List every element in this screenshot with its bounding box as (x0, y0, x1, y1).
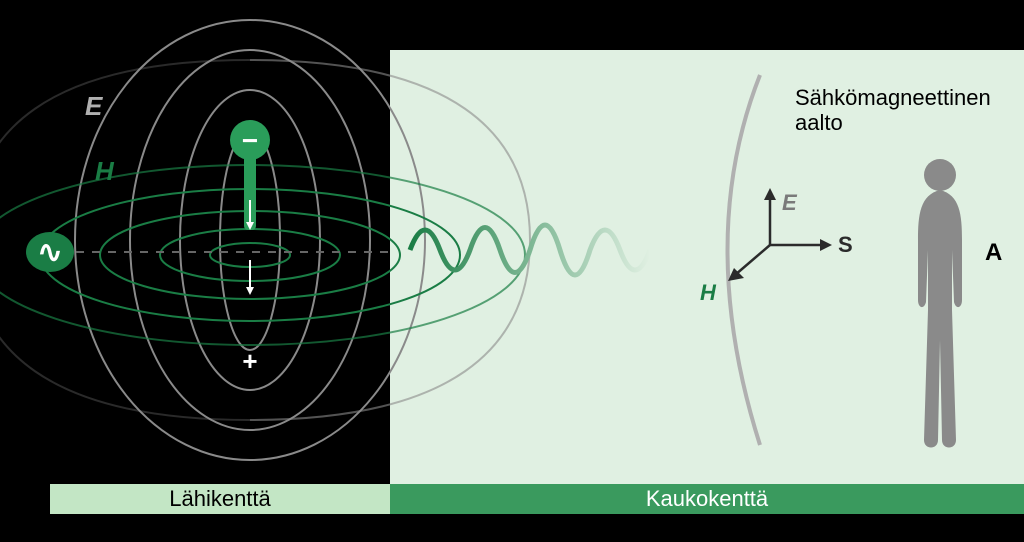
far-field-title-line2: aalto (795, 110, 843, 135)
far-field-label: Kaukokenttä (390, 484, 1024, 514)
ac-source: ∿ (26, 232, 74, 272)
near-h-label: H (95, 156, 115, 186)
near-e-label: E (85, 91, 103, 121)
near-field-label: Lähikenttä (50, 484, 390, 514)
bottom-bar: Lähikenttä Kaukokenttä (50, 484, 1024, 514)
vec-s-label: S (838, 232, 853, 257)
ac-symbol: ∿ (37, 236, 62, 269)
a-label: A (985, 239, 1002, 266)
minus-symbol: − (242, 125, 258, 156)
diagram-svg: − + ∿ E H Sähkömagneettinen aalto (0, 0, 1024, 542)
vec-h-label: H (700, 280, 717, 305)
em-field-diagram: − + ∿ E H Sähkömagneettinen aalto (0, 0, 1024, 542)
vec-e-label: E (782, 190, 798, 215)
far-field-title-line1: Sähkömagneettinen (795, 85, 991, 110)
plus-symbol: + (242, 346, 257, 376)
